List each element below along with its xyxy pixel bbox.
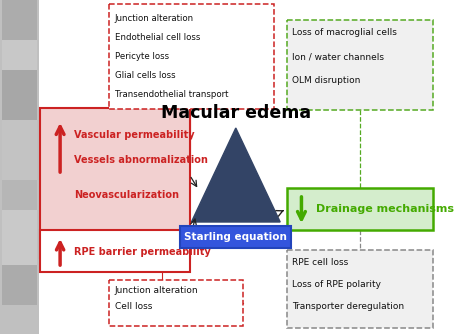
FancyBboxPatch shape: [109, 4, 273, 109]
Text: Loss of macroglial cells: Loss of macroglial cells: [292, 28, 397, 37]
Text: Loss of RPE polarity: Loss of RPE polarity: [292, 280, 381, 289]
FancyBboxPatch shape: [2, 0, 37, 40]
FancyBboxPatch shape: [2, 70, 37, 120]
FancyBboxPatch shape: [40, 108, 190, 258]
Text: Transendothelial transport: Transendothelial transport: [115, 90, 228, 99]
Text: Transporter deregulation: Transporter deregulation: [292, 302, 404, 311]
Text: Neovascularization: Neovascularization: [74, 190, 179, 200]
FancyBboxPatch shape: [2, 265, 37, 305]
FancyBboxPatch shape: [40, 230, 190, 272]
FancyBboxPatch shape: [2, 210, 37, 265]
FancyBboxPatch shape: [287, 250, 433, 328]
Text: Macular edema: Macular edema: [161, 104, 311, 122]
Text: Pericyte loss: Pericyte loss: [115, 52, 169, 61]
Text: RPE cell loss: RPE cell loss: [292, 258, 348, 267]
Text: Junction alteration: Junction alteration: [115, 14, 194, 23]
FancyBboxPatch shape: [287, 188, 433, 230]
FancyBboxPatch shape: [109, 280, 243, 326]
Text: Starling equation: Starling equation: [184, 232, 287, 242]
Text: Cell loss: Cell loss: [115, 302, 152, 311]
Text: OLM disruption: OLM disruption: [292, 76, 361, 85]
FancyBboxPatch shape: [287, 20, 433, 110]
Text: Junction alteration: Junction alteration: [115, 286, 198, 295]
FancyBboxPatch shape: [0, 0, 39, 334]
FancyBboxPatch shape: [2, 40, 37, 70]
Polygon shape: [191, 128, 280, 222]
FancyBboxPatch shape: [2, 180, 37, 210]
Text: Ion / water channels: Ion / water channels: [292, 52, 384, 61]
Text: Vascular permeability: Vascular permeability: [74, 130, 195, 140]
FancyBboxPatch shape: [2, 120, 37, 180]
Text: Vessels abnormalization: Vessels abnormalization: [74, 155, 208, 165]
Text: RPE barrier permeability: RPE barrier permeability: [74, 247, 211, 257]
FancyBboxPatch shape: [180, 226, 292, 248]
Text: Drainage mechanisms: Drainage mechanisms: [316, 204, 454, 214]
Text: Endothelial cell loss: Endothelial cell loss: [115, 33, 200, 42]
FancyBboxPatch shape: [2, 305, 37, 334]
Text: Glial cells loss: Glial cells loss: [115, 71, 175, 80]
